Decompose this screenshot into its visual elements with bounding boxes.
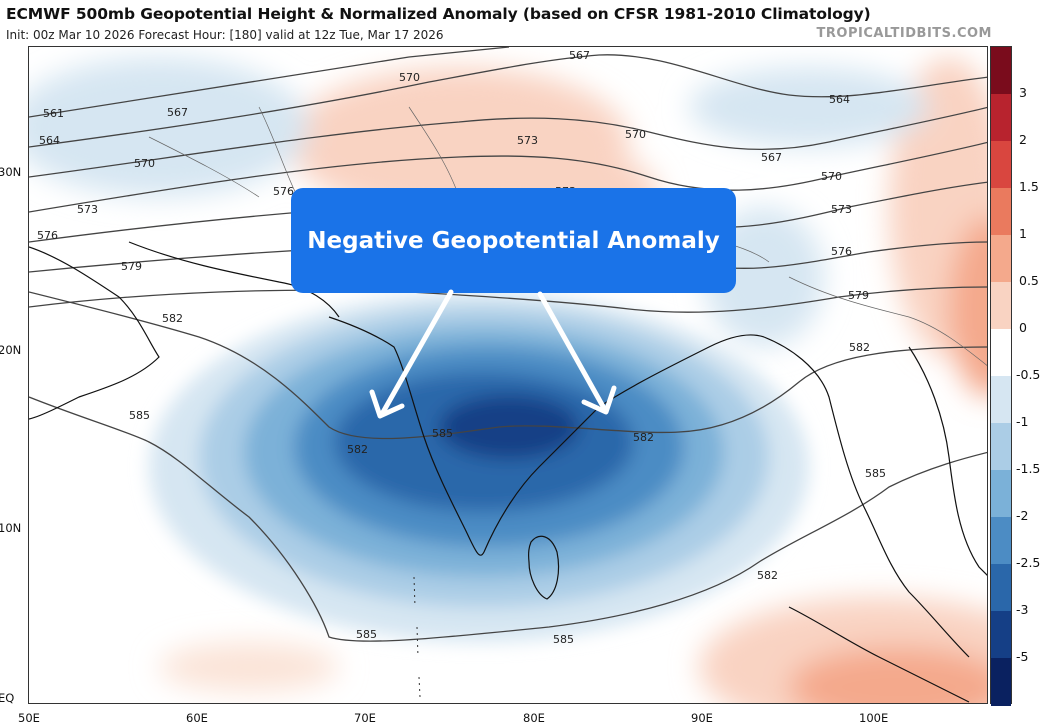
contour-570 [29,141,987,213]
contour-label: 567 [569,49,590,62]
contour-label: 585 [356,628,377,641]
colorbar-segment [991,376,1011,424]
map-subtitle: Init: 00z Mar 10 2026 Forecast Hour: [18… [6,28,444,42]
contour-label: 567 [167,106,188,119]
contour-585 [29,396,987,642]
anomaly-map: 561 564 567 570 573 576 579 582 585 570 573 570 567 5… [28,46,988,704]
colorbar-label: -0.5 [1016,367,1041,382]
contour-label: 564 [39,134,60,147]
coastline-arabia [29,246,160,420]
contour-label: 573 [831,203,852,216]
contour-564 [29,54,987,148]
coastline-sri-lanka [528,535,560,600]
colorbar-label: 1 [1019,226,1027,241]
colorbar-label: -2.5 [1016,555,1041,570]
contour-label: 585 [129,409,150,422]
colorbar-label: 2 [1019,132,1027,147]
contour-label: 585 [432,427,453,440]
colorbar-segment [991,329,1011,377]
coastline-indochina [908,346,987,576]
colorbar-segment [991,611,1011,659]
colorbar-segment [991,470,1011,518]
contour-label: 582 [162,312,183,325]
contour-label: 564 [829,93,850,106]
map-title: ECMWF 500mb Geopotential Height & Normal… [6,5,871,23]
maldives-islands [413,576,421,698]
border-5 [788,276,987,366]
colorbar-segment [991,423,1011,471]
colorbar-segment [991,658,1011,706]
colorbar-label: -2 [1016,508,1029,523]
colorbar-segment [991,188,1011,236]
contour-label: 570 [821,170,842,183]
contour-label: 582 [633,431,654,444]
coastline-sumatra [788,606,970,703]
contour-label: 579 [121,260,142,273]
contour-label: 567 [761,151,782,164]
contour-567 [29,106,987,178]
contour-label: 585 [865,467,886,480]
colorbar-segment [991,141,1011,189]
contour-label: 582 [757,569,778,582]
colorbar-label: 0.5 [1019,273,1039,288]
colorbar [990,46,1012,706]
contour-label: 579 [848,289,869,302]
colorbar-label: -1.5 [1016,461,1041,476]
coastline-iran [128,241,340,318]
contour-label: 582 [849,341,870,354]
latitude-label: 10N [0,521,22,535]
longitude-label: 80E [523,711,545,725]
colorbar-segment [991,282,1011,330]
map-canvas: 561 564 567 570 573 576 579 582 585 570 573 570 567 5… [29,47,987,703]
contour-label: 573 [77,203,98,216]
contour-561 [29,47,510,118]
contour-label-group: 561 564 567 570 573 576 579 582 585 570 573 570 567 5… [37,49,886,646]
positive-anomaly-southeast-2 [789,647,987,703]
colorbar-segment [991,47,1011,95]
colorbar-segment [991,235,1011,283]
contour-582 [29,291,987,440]
latitude-label: EQ [0,691,15,705]
anomaly-shading [29,57,987,703]
longitude-label: 50E [18,711,40,725]
colorbar-segment [991,94,1011,142]
contour-label: 570 [134,157,155,170]
contour-label: 570 [625,128,646,141]
contour-label: 582 [347,443,368,456]
colorbar-label: 0 [1019,320,1027,335]
colorbar-label: -1 [1016,414,1029,429]
contour-label: 585 [553,633,574,646]
contour-label: 570 [399,71,420,84]
colorbar-label: -5 [1016,649,1029,664]
contour-label: 561 [43,107,64,120]
colorbar-label: -3 [1016,602,1029,617]
longitude-label: 100E [859,711,889,725]
height-contours [29,47,987,642]
contour-label: 576 [37,229,58,242]
contour-label: 576 [273,185,294,198]
colorbar-segment [991,517,1011,565]
latitude-label: 30N [0,165,22,179]
colorbar-label: 1.5 [1019,179,1039,194]
coastline-myanmar [763,336,970,658]
colorbar-label: 3 [1019,85,1027,100]
border-4 [148,136,260,198]
positive-anomaly-east-2 [949,217,987,397]
negative-anomaly-core [149,292,809,642]
longitude-label: 90E [691,711,713,725]
annotation-callout: Negative Geopotential Anomaly [291,188,736,293]
longitude-label: 70E [354,711,376,725]
longitude-label: 60E [186,711,208,725]
positive-anomaly-south [159,642,339,692]
brand-label: TROPICALTIDBITS.COM [816,26,992,41]
contour-label: 573 [517,134,538,147]
colorbar-segment [991,564,1011,612]
contour-label: 576 [831,245,852,258]
latitude-label: 20N [0,343,22,357]
